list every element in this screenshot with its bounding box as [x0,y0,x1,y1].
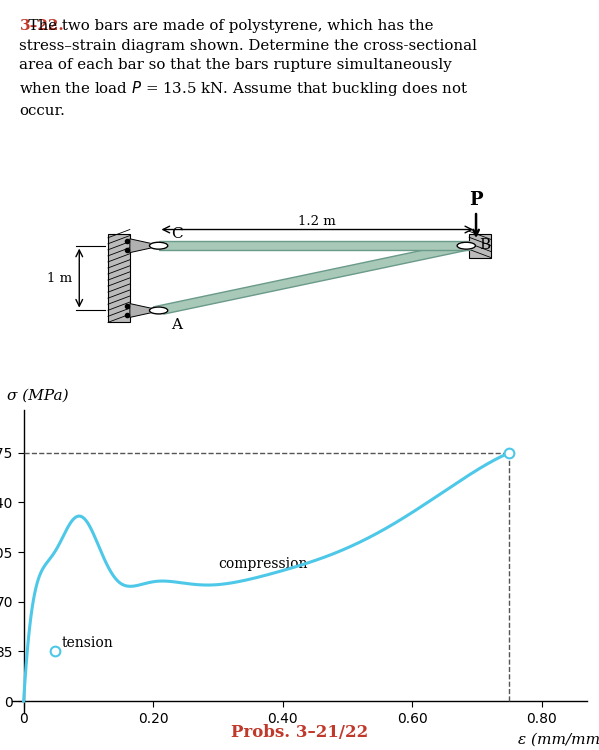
Text: tension: tension [61,636,113,650]
Circle shape [149,307,168,314]
Text: 3–22.: 3–22. [19,20,64,33]
Polygon shape [153,242,471,314]
Text: C: C [171,227,183,241]
Text: 1 m: 1 m [47,272,72,284]
Text: B: B [479,238,490,252]
Text: σ (MPa): σ (MPa) [7,389,69,403]
Text: The two bars are made of polystyrene, which has the
stress–strain diagram shown.: The two bars are made of polystyrene, wh… [19,20,477,118]
Circle shape [149,242,168,249]
Circle shape [457,242,476,249]
Polygon shape [108,234,130,322]
Polygon shape [130,304,162,317]
Text: compression: compression [218,556,307,571]
Polygon shape [130,238,162,253]
Text: Probs. 3–21/22: Probs. 3–21/22 [231,724,368,741]
Text: ε (mm/mm): ε (mm/mm) [518,732,599,746]
Text: P: P [469,191,483,209]
Polygon shape [159,242,469,250]
Polygon shape [469,234,491,257]
Text: 1.2 m: 1.2 m [298,214,336,228]
Text: A: A [171,318,182,332]
